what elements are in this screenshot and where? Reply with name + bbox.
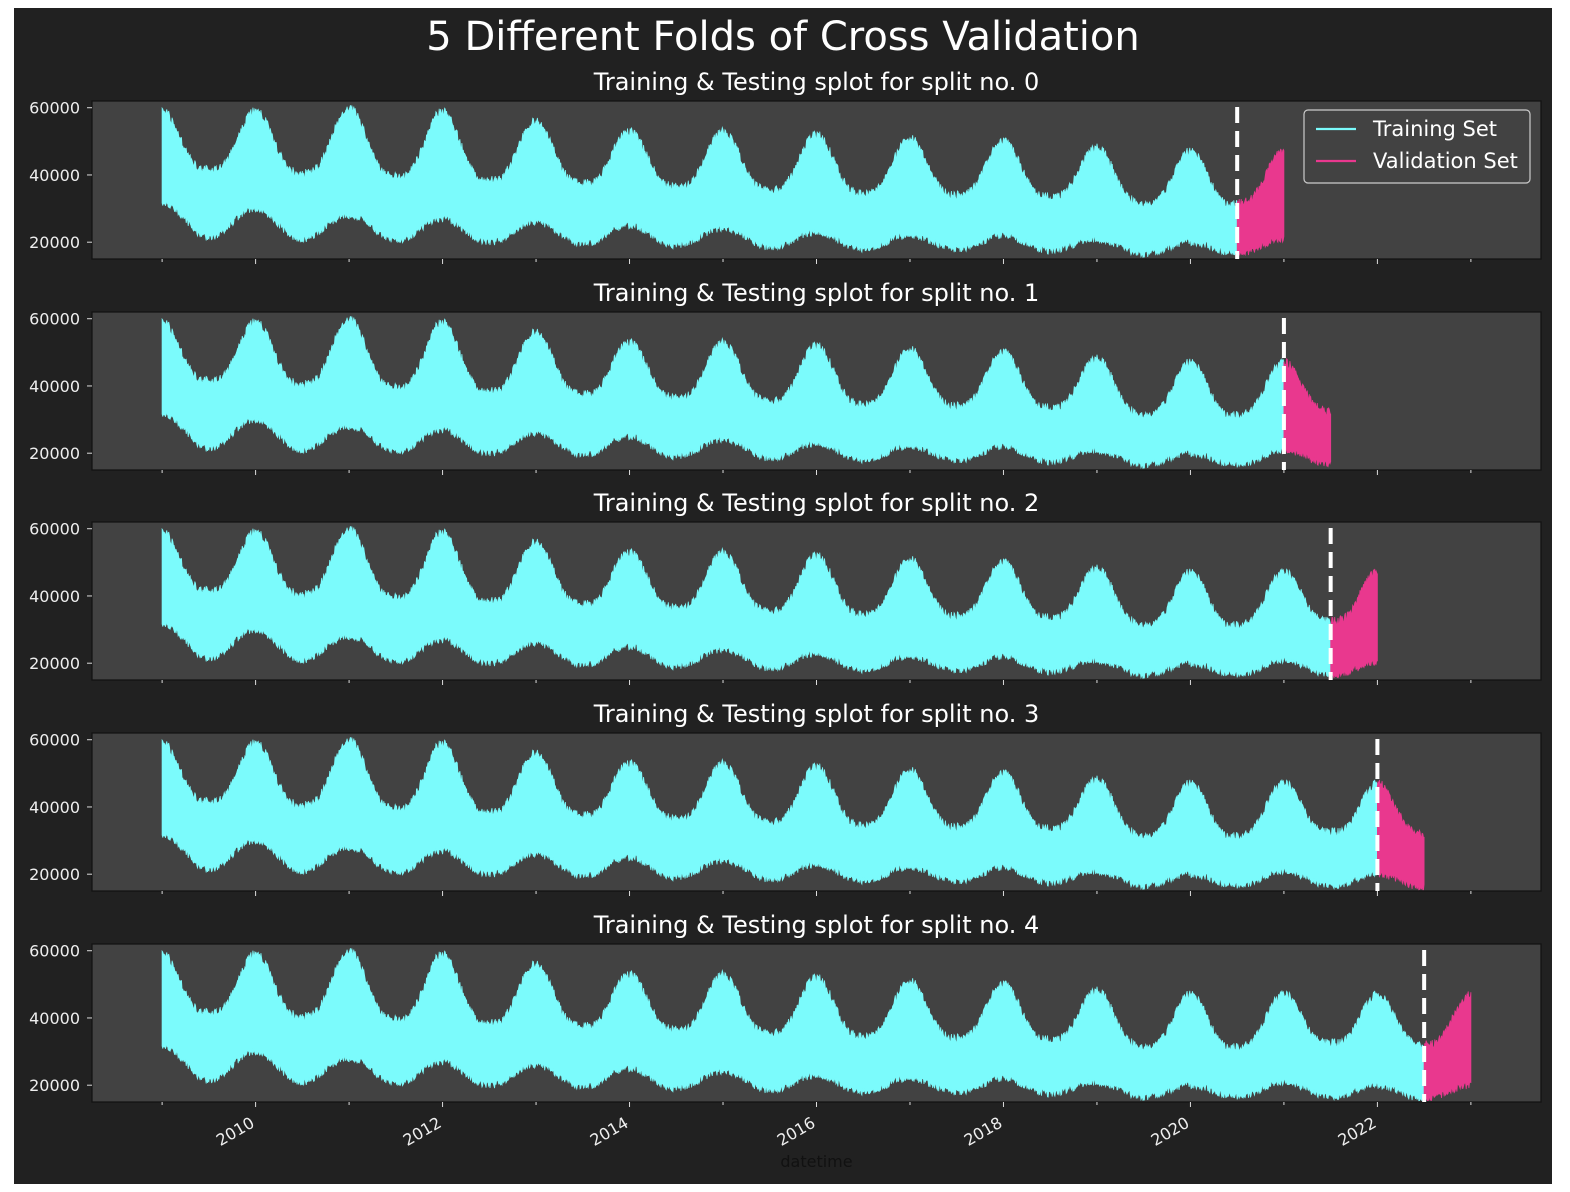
y-tick-label: 20000	[29, 444, 80, 463]
y-tick-label: 40000	[29, 166, 80, 185]
subplot-title: Training & Testing splot for split no. 0	[593, 68, 1040, 96]
subplot-2: Training & Testing splot for split no. 2…	[29, 489, 1542, 685]
y-tick-label: 60000	[29, 99, 80, 118]
subplot-1: Training & Testing splot for split no. 1…	[29, 279, 1542, 475]
subplot-title: Training & Testing splot for split no. 3	[593, 700, 1040, 728]
legend-label: Training Set	[1372, 117, 1497, 141]
y-tick-label: 20000	[29, 865, 80, 884]
subplot-3: Training & Testing splot for split no. 3…	[29, 700, 1542, 896]
y-tick-label: 60000	[29, 520, 80, 539]
y-tick-label: 40000	[29, 798, 80, 817]
subplot-title: Training & Testing splot for split no. 2	[593, 489, 1040, 517]
x-axis-label: datetime	[780, 1152, 852, 1171]
y-tick-label: 20000	[29, 1076, 80, 1095]
x-tick-label: 2020	[1148, 1113, 1193, 1150]
y-tick-label: 40000	[29, 377, 80, 396]
figure-title: 5 Different Folds of Cross Validation	[426, 14, 1140, 60]
subplot-title: Training & Testing splot for split no. 4	[593, 911, 1040, 939]
x-tick-label: 2012	[400, 1113, 445, 1150]
y-tick-label: 20000	[29, 654, 80, 673]
validation-series	[1423, 991, 1472, 1101]
x-tick-label: 2016	[774, 1113, 819, 1150]
y-tick-label: 60000	[29, 942, 80, 961]
y-tick-label: 40000	[29, 587, 80, 606]
y-tick-label: 40000	[29, 1009, 80, 1028]
validation-series	[1236, 148, 1285, 257]
y-tick-label: 60000	[29, 731, 80, 750]
legend-label: Validation Set	[1373, 149, 1518, 173]
y-tick-label: 60000	[29, 310, 80, 329]
legend-box	[1303, 109, 1531, 184]
y-tick-label: 20000	[29, 233, 80, 252]
x-tick-label: 2018	[961, 1113, 1006, 1150]
x-tick-label: 2014	[587, 1113, 632, 1150]
x-tick-label: 2022	[1335, 1113, 1380, 1150]
x-tick-label: 2010	[213, 1113, 258, 1150]
subplot-4: Training & Testing splot for split no. 4…	[29, 911, 1542, 1107]
legend: Training Set Validation Set	[1303, 109, 1531, 184]
validation-series	[1377, 779, 1425, 891]
validation-series	[1283, 357, 1332, 468]
subplot-0: Training & Testing splot for split no. 0…	[29, 68, 1542, 264]
subplot-title: Training & Testing splot for split no. 1	[593, 279, 1040, 307]
validation-series	[1330, 568, 1378, 679]
